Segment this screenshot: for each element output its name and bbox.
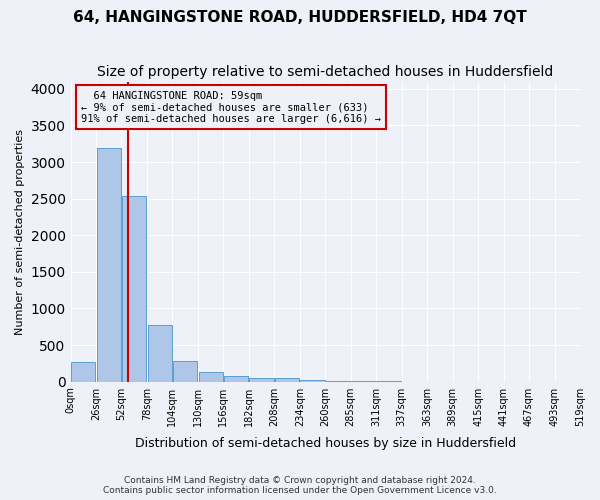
Bar bbox=[250, 378, 274, 382]
Title: Size of property relative to semi-detached houses in Huddersfield: Size of property relative to semi-detach… bbox=[97, 65, 553, 79]
Bar bbox=[326, 380, 350, 382]
Bar bbox=[97, 148, 121, 382]
Bar bbox=[224, 376, 248, 382]
X-axis label: Distribution of semi-detached houses by size in Huddersfield: Distribution of semi-detached houses by … bbox=[135, 437, 516, 450]
Bar bbox=[275, 378, 299, 382]
Text: 64, HANGINGSTONE ROAD, HUDDERSFIELD, HD4 7QT: 64, HANGINGSTONE ROAD, HUDDERSFIELD, HD4… bbox=[73, 10, 527, 25]
Text: 64 HANGINGSTONE ROAD: 59sqm
← 9% of semi-detached houses are smaller (633)
91% o: 64 HANGINGSTONE ROAD: 59sqm ← 9% of semi… bbox=[81, 90, 381, 124]
Bar bbox=[301, 380, 325, 382]
Bar bbox=[71, 362, 95, 382]
Y-axis label: Number of semi-detached properties: Number of semi-detached properties bbox=[15, 128, 25, 334]
Bar bbox=[148, 325, 172, 382]
Bar bbox=[122, 196, 146, 382]
Bar bbox=[199, 372, 223, 382]
Text: Contains HM Land Registry data © Crown copyright and database right 2024.
Contai: Contains HM Land Registry data © Crown c… bbox=[103, 476, 497, 495]
Bar bbox=[173, 361, 197, 382]
